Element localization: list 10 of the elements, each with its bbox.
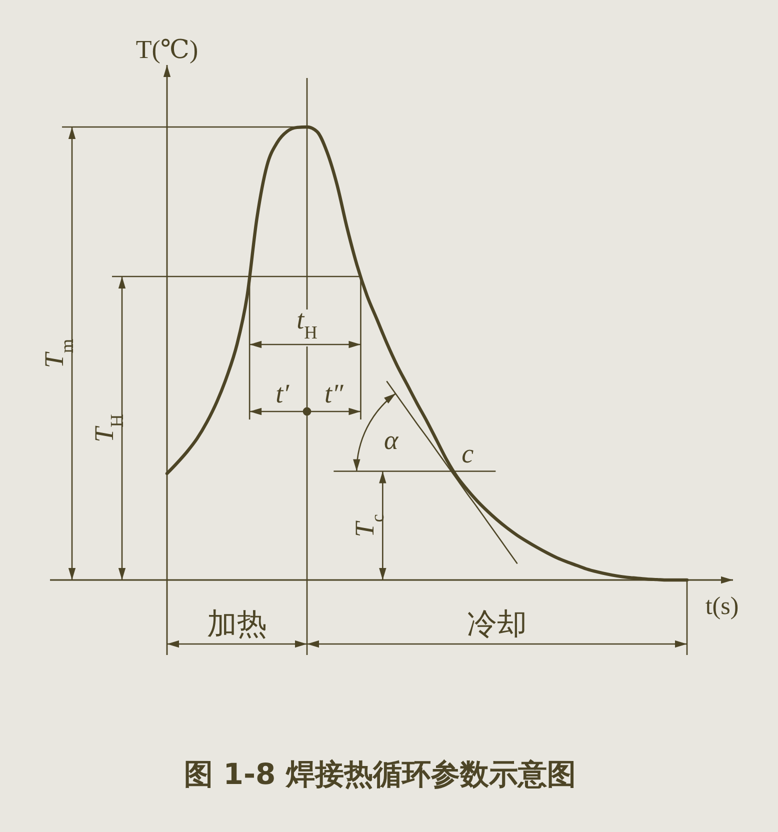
text: 加热 (207, 608, 267, 641)
annotation: c (462, 438, 474, 468)
annotation: t′ (276, 378, 290, 408)
text: 图 1-8 焊接热循环参数示意图 (184, 757, 576, 791)
annotation: t″ (324, 378, 344, 408)
x-axis-title: t(s) (705, 593, 739, 620)
annotation: α (384, 424, 400, 455)
annotation: t$_{H}$ (296, 304, 318, 342)
y-axis-title: T(℃) (136, 35, 198, 64)
text: 冷却 (467, 608, 527, 641)
